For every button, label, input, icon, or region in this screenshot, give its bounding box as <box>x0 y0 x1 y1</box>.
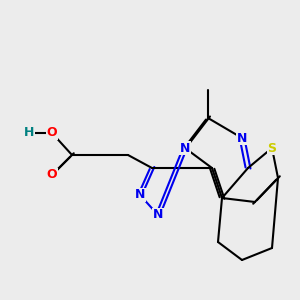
Text: H: H <box>24 127 34 140</box>
Text: S: S <box>268 142 277 154</box>
Text: N: N <box>237 131 247 145</box>
Text: N: N <box>180 142 190 154</box>
Text: N: N <box>135 188 145 202</box>
Text: N: N <box>153 208 163 221</box>
Text: O: O <box>47 127 57 140</box>
Text: O: O <box>47 169 57 182</box>
